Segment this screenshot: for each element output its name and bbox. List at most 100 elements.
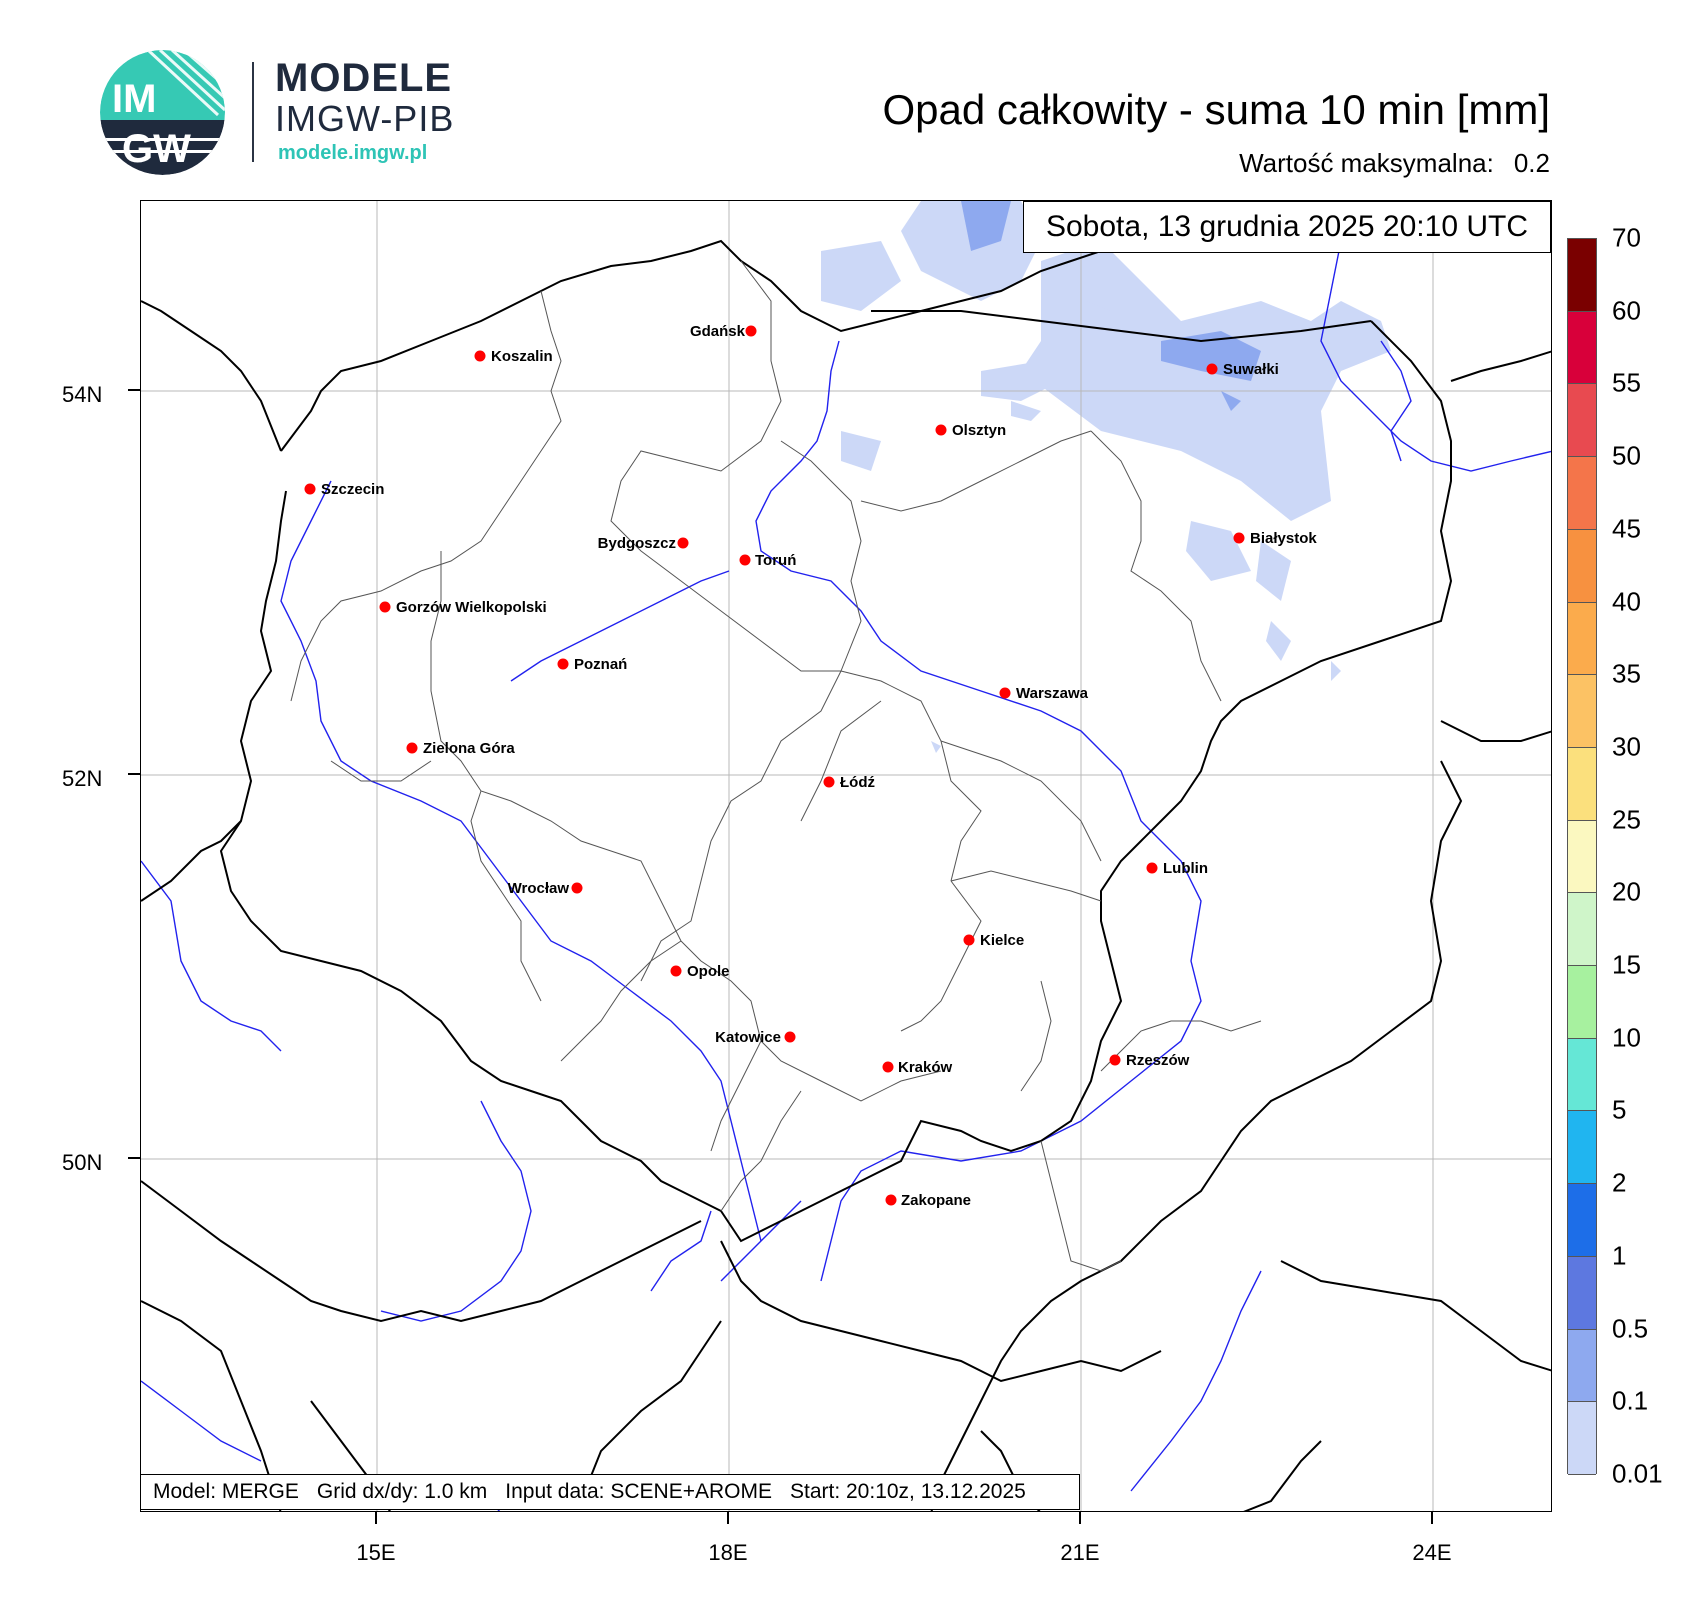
colorbar-segment: [1568, 675, 1596, 748]
logo-subtitle: IMGW-PIB: [275, 98, 455, 139]
city-label-suwalki: Suwałki: [1223, 361, 1279, 378]
lon-tick: [375, 1512, 377, 1524]
input-data: Input data: SCENE+AROME: [505, 1480, 772, 1503]
lon-label-18e: 18E: [708, 1540, 748, 1565]
chart-title: Opad całkowity - suma 10 min [mm]: [882, 86, 1550, 133]
colorbar-label: 60: [1612, 295, 1641, 326]
colorbar-segment: [1568, 384, 1596, 458]
colorbar-label: 2: [1612, 1167, 1627, 1198]
svg-text:GW: GW: [122, 127, 191, 171]
city-label-bydgoszcz: Bydgoszcz: [598, 535, 676, 552]
logo-divider: [252, 62, 254, 162]
city-label-katowice: Katowice: [715, 1029, 781, 1046]
city-dot-koszalin: [474, 350, 486, 362]
city-label-opole: Opole: [687, 963, 730, 980]
colorbar-segment: [1568, 747, 1596, 821]
colorbar-label: 40: [1612, 586, 1641, 617]
max-value: 0.2: [1513, 148, 1550, 178]
city-label-gorzow: Gorzów Wielkopolski: [396, 599, 547, 616]
max-value-label: Wartość maksymalna:: [1239, 148, 1494, 178]
imgw-logo: IM GW MODELE IMGW-PIB modele.imgw.pl: [100, 50, 460, 180]
lon-label-21e: 21E: [1060, 1540, 1100, 1565]
colorbar-segment: [1568, 893, 1596, 967]
colorbar-label: 70: [1612, 222, 1641, 253]
colorbar-segment: [1568, 966, 1596, 1039]
city-dot-bialystok: [1233, 532, 1245, 544]
lon-label-15e: 15E: [356, 1540, 396, 1565]
lon-tick: [727, 1512, 729, 1524]
city-dot-opole: [670, 965, 682, 977]
lat-tick: [128, 1157, 140, 1159]
colorbar-label: 45: [1612, 513, 1641, 544]
model-info-bar: Model: MERGE Grid dx/dy: 1.0 km Input da…: [140, 1474, 1080, 1510]
colorbar-segment: [1568, 820, 1596, 894]
lon-label-24e: 24E: [1412, 1540, 1452, 1565]
city-dot-katowice: [784, 1031, 796, 1043]
colorbar-segment: [1568, 1038, 1596, 1112]
colorbar-label: 20: [1612, 876, 1641, 907]
city-label-koszalin: Koszalin: [491, 348, 553, 365]
colorbar-label: 0.5: [1612, 1313, 1649, 1344]
graticule: [141, 201, 1551, 1511]
city-dot-zielona-gora: [406, 742, 418, 754]
city-label-zakopane: Zakopane: [901, 1192, 971, 1209]
city-dot-suwalki: [1206, 363, 1218, 375]
city-label-olsztyn: Olsztyn: [952, 422, 1006, 439]
colorbar-label: 30: [1612, 731, 1641, 762]
city-label-wroclaw: Wrocław: [508, 880, 570, 897]
city-dot-wroclaw: [571, 882, 583, 894]
colorbar-segment: [1568, 311, 1596, 385]
country-borders: [141, 239, 1551, 1511]
colorbar-label: 50: [1612, 440, 1641, 471]
city-label-kielce: Kielce: [980, 932, 1024, 949]
city-label-krakow: Kraków: [898, 1059, 953, 1076]
city-dot-gorzow: [379, 601, 391, 613]
precipitation-colorbar: [1567, 238, 1597, 1475]
city-dot-rzeszow: [1109, 1054, 1121, 1066]
colorbar-segment: [1568, 239, 1596, 312]
logo-title: MODELE: [275, 56, 453, 100]
start-time: Start: 20:10z, 13.12.2025: [789, 1480, 1026, 1503]
imgw-logo-mark: IM GW: [100, 50, 225, 175]
city-dot-krakow: [882, 1061, 894, 1073]
colorbar-label: 1: [1612, 1240, 1627, 1271]
city-dot-olsztyn: [935, 424, 947, 436]
logo-url[interactable]: modele.imgw.pl: [278, 142, 428, 164]
lat-tick: [128, 389, 140, 391]
city-label-bialystok: Białystok: [1250, 530, 1317, 547]
grid-resolution: Grid dx/dy: 1.0 km: [316, 1480, 488, 1503]
colorbar-segment: [1568, 1256, 1596, 1330]
lon-tick: [1079, 1512, 1081, 1524]
city-label-lublin: Lublin: [1163, 860, 1208, 877]
lat-tick: [128, 773, 140, 775]
colorbar-segment: [1568, 529, 1596, 603]
colorbar-segment: [1568, 602, 1596, 676]
city-dot-lublin: [1146, 862, 1158, 874]
rivers: [141, 240, 1551, 1511]
max-value-line: Wartość maksymalna: 0.2: [1239, 148, 1550, 179]
colorbar-label: 25: [1612, 804, 1641, 835]
colorbar-label: 0.01: [1612, 1458, 1663, 1489]
colorbar-label: 0.1: [1612, 1385, 1649, 1416]
precipitation-map: Gdańsk Koszalin Suwałki Olsztyn Szczecin…: [140, 200, 1552, 1512]
colorbar-segment: [1568, 1184, 1596, 1257]
colorbar-label: 10: [1612, 1022, 1641, 1053]
city-dot-poznan: [557, 658, 569, 670]
colorbar-label: 15: [1612, 949, 1641, 980]
city-dot-szczecin: [304, 483, 316, 495]
svg-text:IM: IM: [112, 77, 156, 121]
valid-time-label: Sobota, 13 grudnia 2025 20:10 UTC: [1023, 201, 1551, 253]
city-label-lodz: Łódź: [840, 774, 875, 791]
city-dot-zakopane: [885, 1194, 897, 1206]
city-label-torun: Toruń: [755, 552, 796, 569]
city-dot-lodz: [823, 776, 835, 788]
city-label-gdansk: Gdańsk: [690, 323, 746, 340]
colorbar-label: 55: [1612, 367, 1641, 398]
colorbar-segment: [1568, 1111, 1596, 1185]
colorbar-segment: [1568, 457, 1596, 530]
lat-label-50n: 50N: [62, 1150, 103, 1175]
city-markers: Gdańsk Koszalin Suwałki Olsztyn Szczecin…: [304, 323, 1317, 1209]
map-canvas: Gdańsk Koszalin Suwałki Olsztyn Szczecin…: [141, 201, 1551, 1511]
city-label-poznan: Poznań: [574, 656, 627, 673]
lon-tick: [1431, 1512, 1433, 1524]
